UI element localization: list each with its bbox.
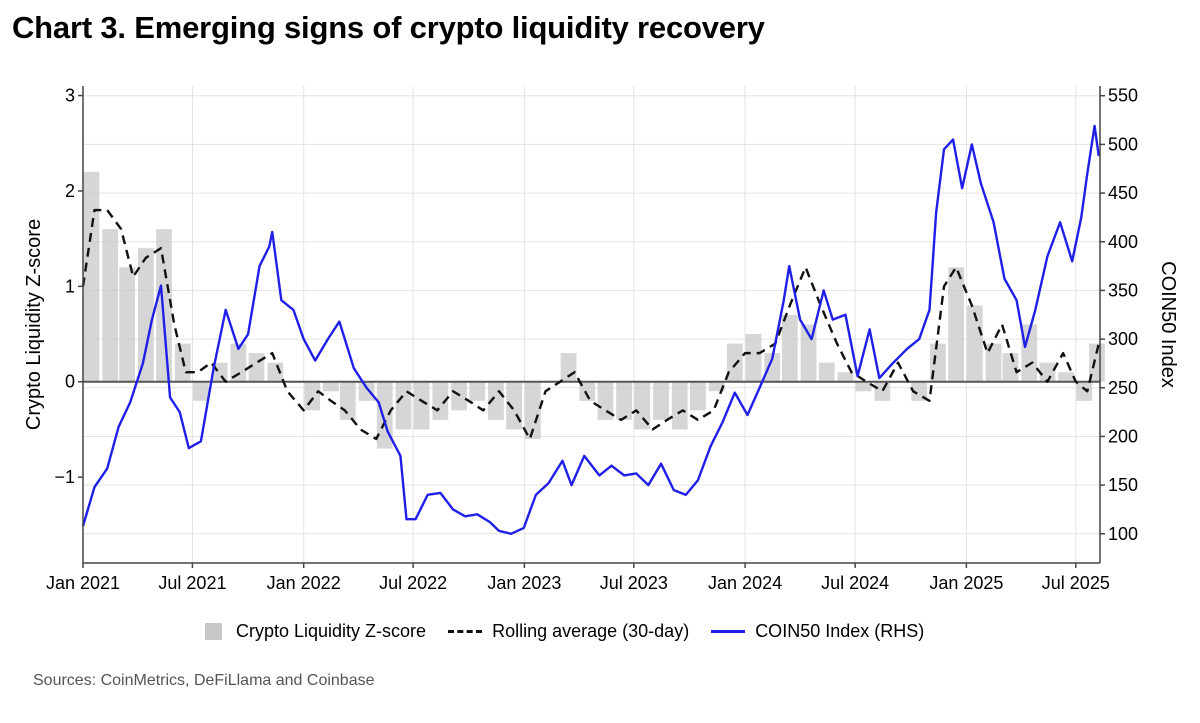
series-lines xyxy=(81,124,1100,535)
legend-swatch-rolling xyxy=(448,629,483,633)
zscore-bar xyxy=(708,381,725,392)
zscore-bar xyxy=(616,381,633,420)
zscore-bar xyxy=(524,381,541,439)
zscore-bar xyxy=(304,381,321,411)
y-tick-label-right: 300 xyxy=(1108,329,1138,349)
legend-item-zscore: Crypto Liquidity Z-score xyxy=(205,621,426,642)
zscore-bar xyxy=(395,381,412,430)
zscore-bar xyxy=(119,267,136,382)
legend-swatch-coin50 xyxy=(711,629,746,633)
zscore-bar xyxy=(837,372,854,382)
y-axis-label-right: COIN50 Index xyxy=(1157,261,1179,388)
zscore-bar xyxy=(781,314,798,382)
zscore-bar xyxy=(671,381,688,430)
grid-lines xyxy=(82,86,1100,563)
x-tick-label: Jul 2021 xyxy=(158,573,226,593)
zscore-bar xyxy=(358,381,375,401)
zscore-bar xyxy=(597,381,614,420)
zscore-bar xyxy=(1076,381,1093,401)
zscore-bar xyxy=(137,248,154,382)
chart-title: Chart 3. Emerging signs of crypto liquid… xyxy=(12,10,765,45)
zscore-bar xyxy=(1002,353,1019,382)
legend-label-zscore: Crypto Liquidity Z-score xyxy=(236,620,427,641)
y-tick-label-right: 350 xyxy=(1108,280,1138,300)
rolling-average-line xyxy=(81,208,1100,441)
zscore-bar xyxy=(690,381,706,411)
zscore-bar xyxy=(193,381,209,401)
y-tick-label-left: 2 xyxy=(65,181,75,201)
legend-label-rolling: Rolling average (30-day) xyxy=(492,620,690,641)
legend-item-rolling: Rolling average (30-day) xyxy=(448,621,689,642)
coin50-line xyxy=(81,124,1100,535)
zscore-bar xyxy=(653,381,669,420)
zscore-bar xyxy=(469,381,486,401)
y-tick-label-left: −1 xyxy=(54,467,75,487)
x-tick-label: Jan 2024 xyxy=(708,573,782,593)
zscore-bar xyxy=(745,334,762,382)
zscore-bar xyxy=(1039,362,1056,382)
zscore-bar xyxy=(634,381,651,430)
axes: −1 0 1 2 3 100 150 200 250 300 350 400 450 500 550 Jan … xyxy=(46,86,1138,593)
y-tick-label-left: 0 xyxy=(65,372,75,392)
zscore-bar xyxy=(83,171,100,382)
zscore-bar xyxy=(339,381,356,420)
y-tick-label-right: 200 xyxy=(1108,426,1138,446)
zscore-bar xyxy=(1089,343,1105,382)
zscore-bar xyxy=(1021,324,1038,382)
legend-label-coin50: COIN50 Index (RHS) xyxy=(755,620,925,641)
y-tick-label-right: 550 xyxy=(1108,86,1138,106)
zscore-bar xyxy=(764,353,781,382)
x-tick-label: Jan 2023 xyxy=(487,573,561,593)
zscore-bar xyxy=(579,381,596,401)
y-tick-label-right: 500 xyxy=(1108,134,1138,154)
y-tick-label-right: 450 xyxy=(1108,183,1138,203)
y-tick-label-right: 250 xyxy=(1108,378,1138,398)
zscore-bar xyxy=(102,229,119,382)
x-tick-label: Jan 2021 xyxy=(46,573,120,593)
zscore-bar xyxy=(267,362,284,382)
legend-swatch-zscore xyxy=(205,622,222,640)
source-note: Sources: CoinMetrics, DeFiLlama and Coin… xyxy=(33,672,375,689)
x-tick-label: Jul 2025 xyxy=(1042,573,1110,593)
x-tick-label: Jan 2025 xyxy=(929,573,1003,593)
zscore-bar xyxy=(323,381,339,392)
y-tick-label-right: 400 xyxy=(1108,232,1138,252)
y-tick-label-right: 150 xyxy=(1108,475,1138,495)
zscore-bar xyxy=(855,381,872,392)
zscore-bar xyxy=(874,381,891,401)
zscore-bar xyxy=(156,229,172,382)
zscore-bar xyxy=(413,381,430,430)
x-tick-label: Jan 2022 xyxy=(267,573,341,593)
y-tick-label-left: 1 xyxy=(65,276,75,296)
zscore-bar xyxy=(726,343,743,382)
zscore-bar xyxy=(1058,372,1075,382)
zscore-bar xyxy=(230,343,247,382)
legend-item-coin50: COIN50 Index (RHS) xyxy=(711,621,924,642)
x-tick-label: Jul 2023 xyxy=(600,573,668,593)
zscore-bar xyxy=(818,362,835,382)
x-tick-label: Jul 2022 xyxy=(379,573,447,593)
zscore-bar xyxy=(948,267,964,382)
zscore-bars xyxy=(83,171,1105,449)
zscore-bar xyxy=(985,343,1002,382)
y-tick-label-left: 3 xyxy=(65,86,75,106)
zscore-bar xyxy=(966,305,983,382)
y-axis-label-left: Crypto Liquidity Z-score xyxy=(23,219,45,430)
y-tick-label-right: 100 xyxy=(1108,524,1138,544)
legend: Crypto Liquidity Z-score Rolling average… xyxy=(205,618,946,644)
x-tick-label: Jul 2024 xyxy=(821,573,889,593)
